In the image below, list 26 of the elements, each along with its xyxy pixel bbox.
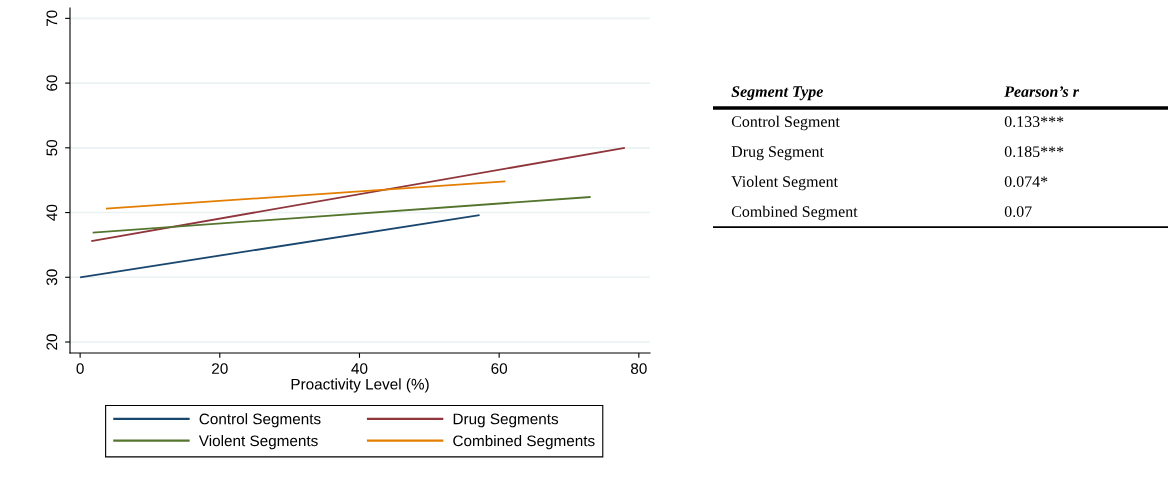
y-tick-label: 40 — [46, 204, 58, 221]
y-tick-label: 70 — [46, 10, 58, 27]
legend-label: Drug Segments — [453, 413, 559, 428]
x-tick-label: 0 — [76, 363, 84, 374]
y-tick-label: 30 — [46, 269, 58, 286]
text: Segment Type — [731, 86, 823, 101]
text: 0.074* — [1004, 176, 1048, 188]
x-tick-label: 60 — [491, 363, 508, 374]
text: 0.185*** — [1004, 146, 1064, 158]
text: Pearson’s r — [1004, 86, 1080, 98]
y-tick-label: 50 — [46, 139, 58, 156]
text: 0.07 — [1004, 206, 1032, 218]
x-axis-title: Proactivity Level (%) — [291, 378, 429, 393]
text: 0.133*** — [1004, 116, 1064, 128]
text: Violent Segment — [731, 175, 838, 191]
legend-label: Combined Segments — [453, 435, 595, 450]
y-tick-label: 60 — [46, 75, 58, 91]
x-tick-label: 40 — [351, 363, 368, 374]
x-tick-label: 20 — [212, 363, 228, 374]
text: Control Segment — [731, 115, 840, 131]
text: Drug Segment — [731, 146, 824, 161]
text: Combined Segment — [731, 205, 858, 221]
legend-label: Control Segments — [199, 413, 321, 428]
x-tick-label: 80 — [630, 363, 647, 374]
legend-label: Violent Segments — [198, 435, 318, 450]
y-tick-label: 20 — [46, 334, 58, 350]
